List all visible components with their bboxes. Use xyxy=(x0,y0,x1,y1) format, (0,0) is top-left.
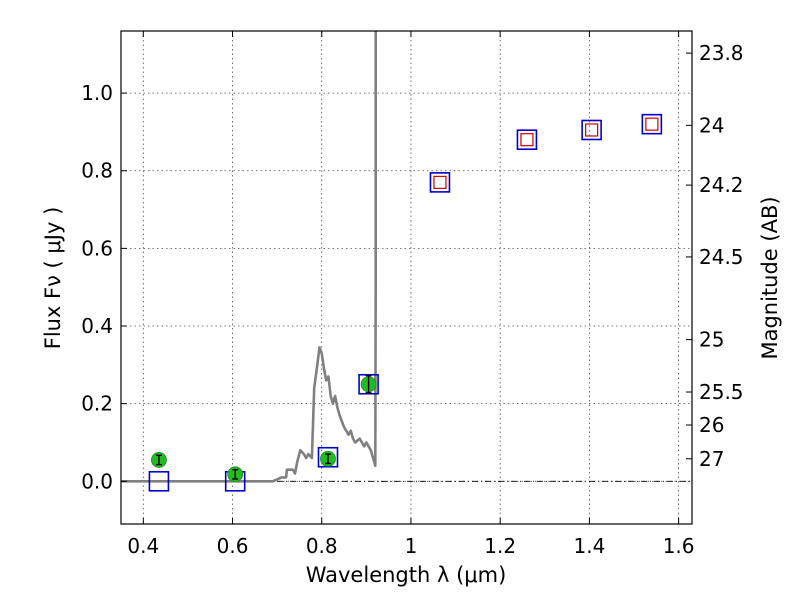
x-tick-label: 0.8 xyxy=(306,534,338,558)
model-photometry-inner-square xyxy=(585,123,599,137)
magnitude-tick-label: 24 xyxy=(699,113,724,137)
magnitude-tick-label: 24.2 xyxy=(699,173,744,197)
model-photometry-inner-square xyxy=(433,175,447,189)
model-spectrum-line xyxy=(121,31,378,483)
model-photometry-square xyxy=(516,129,538,150)
x-tick-label: 1.4 xyxy=(573,534,605,558)
model-photometry-square xyxy=(429,172,451,193)
magnitude-tick-label: 27 xyxy=(699,447,724,471)
y-tick-label: 1.0 xyxy=(81,81,113,105)
model-photometry-square xyxy=(581,119,602,141)
model-photometry-square xyxy=(148,470,170,492)
x-tick-label: 1.2 xyxy=(484,534,516,558)
grid-lines xyxy=(121,31,692,524)
y-tick-label: 0.8 xyxy=(81,159,113,183)
model-photometry-square xyxy=(641,113,663,135)
y-axis-label: Flux Fν ( μJy ) xyxy=(41,207,65,350)
y-tick-label: 0.0 xyxy=(81,469,113,493)
magnitude-tick-label: 24.5 xyxy=(699,245,744,269)
model-photometry-inner-square xyxy=(645,117,659,131)
magnitude-tick-label: 26 xyxy=(699,413,724,437)
y-tick-label: 0.2 xyxy=(81,392,113,416)
x-tick-label: 1 xyxy=(405,534,418,558)
model-photometry-square xyxy=(317,446,339,468)
right-axis-label: Magnitude (AB) xyxy=(758,196,782,359)
y-tick-label: 0.6 xyxy=(81,236,113,260)
magnitude-tick-label: 23.8 xyxy=(699,41,744,65)
x-tick-label: 0.4 xyxy=(127,534,159,558)
plot-area xyxy=(121,31,692,492)
plot-frame xyxy=(120,30,693,525)
model-photometry-inner-square xyxy=(520,133,534,147)
magnitude-tick-label: 25.5 xyxy=(699,380,744,404)
x-axis-label: Wavelength λ (μm) xyxy=(306,563,507,587)
axis-ticks: 0.4 0.6 0.8 1 1.2 1.4 1.6 0.0 0.2 0.4 0.6 0.8 1.0 23.… xyxy=(81,31,744,558)
x-tick-label: 1.6 xyxy=(663,534,695,558)
x-tick-label: 0.6 xyxy=(217,534,249,558)
y-tick-label: 0.4 xyxy=(81,314,113,338)
model-photometry-square xyxy=(358,373,379,395)
magnitude-tick-label: 25 xyxy=(699,328,724,352)
